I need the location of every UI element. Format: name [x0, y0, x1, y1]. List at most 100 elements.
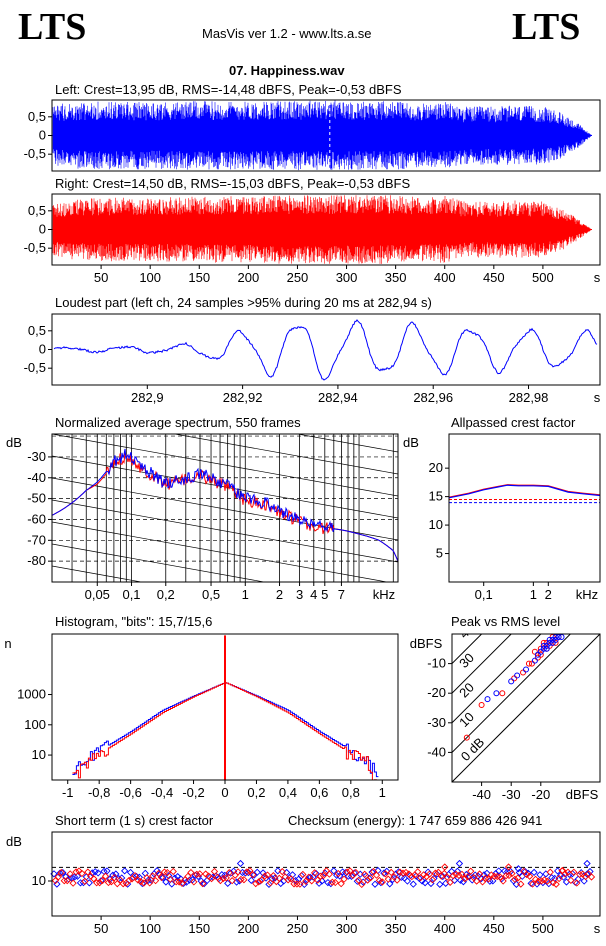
crest-point-right: [260, 872, 269, 880]
spectrum-slope-line: [52, 324, 398, 386]
loudest-part-title: Loudest part (left ch, 24 samples >95% d…: [55, 295, 432, 310]
peak-rms-chart: 40 30 20 10 0 dB dBFS -10 -20 -30 -40 -40 -30 -20 dBF…: [410, 634, 600, 802]
x-tick-label: -0,8: [88, 785, 110, 800]
peak-rms-point-right: [520, 669, 527, 676]
crest-point-left: [247, 876, 255, 884]
crest-point-right: [446, 878, 454, 887]
crest-point-left: [330, 867, 338, 875]
crest-point-right: [104, 878, 113, 887]
crest-outlier: [504, 863, 513, 871]
crest-point-right: [508, 869, 516, 878]
crest-point-right: [325, 870, 334, 878]
crest-point-right: [346, 867, 354, 875]
crest-point-right: [255, 878, 263, 886]
spectrum-chart: dB -30 -40 -50 -60 -70 -80 0,05 0,1 0,2 0,5 1 2 3 4 5 7 k…: [6, 302, 399, 602]
crest-point-right: [393, 876, 401, 884]
crest-point-right: [472, 877, 481, 885]
spectrum-slope-line: [52, 302, 398, 364]
crest-outlier: [514, 865, 523, 873]
y-tick-label: 10: [32, 747, 46, 762]
loudest-part-trace: [53, 319, 598, 381]
crest-point-right: [187, 868, 195, 877]
crest-point-right: [81, 877, 89, 886]
crest-point-right: [570, 868, 578, 876]
x-tick-label: 7: [338, 587, 345, 602]
y-tick-label: 0,5: [28, 323, 46, 338]
crest-point-right: [190, 878, 198, 886]
crest-point-right: [543, 877, 551, 885]
spectrum-slope-line: [295, 434, 398, 453]
y-tick-label: 0: [39, 128, 46, 143]
histogram-chart: n 1000 100 10 -1 -0,8 -0,6 -0,4 -0,2 0 0,2 0,4 0,6 0,…: [4, 635, 386, 800]
crest-point-right: [140, 879, 148, 887]
spectrum-slope-line: [172, 434, 398, 475]
crest-point-right: [219, 874, 227, 883]
right-waveform-title: Right: Crest=14,50 dB, RMS=-15,03 dBFS, …: [55, 176, 410, 191]
spectrum-slope-line: [52, 565, 144, 582]
crest-point-left: [498, 875, 506, 883]
peak-rms-diagonals: 40 30 20 10 0 dB: [452, 634, 600, 782]
crest-point-right: [372, 871, 381, 879]
crest-point-left: [126, 868, 135, 877]
x-tick-label: 0,1: [475, 587, 493, 602]
x-tick-label: 500: [532, 270, 554, 285]
x-tick-label: 250: [287, 921, 309, 936]
crest-point-right: [364, 876, 372, 884]
crest-point-right: [196, 870, 204, 878]
crest-point-right: [252, 879, 260, 888]
crest-point-left: [321, 869, 329, 877]
crest-point-left: [182, 878, 191, 886]
y-tick-label: -30: [427, 715, 446, 730]
crest-point-right: [576, 870, 584, 879]
crest-point-right: [60, 877, 68, 885]
crest-point-left: [79, 878, 88, 887]
crest-point-right: [458, 870, 466, 878]
y-axis-label: dB: [403, 435, 419, 450]
crest-point-right: [387, 868, 395, 877]
crest-point-right: [514, 874, 522, 882]
y-tick-label: 20: [429, 460, 443, 475]
crest-point-left: [274, 867, 282, 875]
crest-point-left: [159, 873, 167, 882]
file-name: 07. Happiness.wav: [229, 63, 345, 78]
x-tick-label: 282,98: [509, 390, 549, 405]
crest-point-right: [131, 872, 139, 880]
crest-point-right: [101, 872, 110, 880]
peak-rms-point-left: [493, 690, 500, 697]
crest-point-right: [210, 867, 219, 876]
crest-point-right: [302, 877, 310, 885]
crest-point-right: [555, 874, 563, 883]
y-tick-label: 0: [39, 342, 46, 357]
crest-point-right: [310, 869, 319, 877]
crest-point-right: [228, 877, 236, 885]
x-tick-label: -1: [62, 785, 74, 800]
x-tick-label: 350: [385, 921, 407, 936]
y-axis-label: dB: [6, 834, 22, 849]
peak-rms-point-right: [499, 690, 506, 697]
x-tick-label: 200: [238, 921, 260, 936]
crest-point-right: [110, 874, 118, 882]
crest-point-right: [328, 878, 336, 886]
crest-point-right: [163, 868, 172, 877]
crest-point-left: [224, 879, 232, 887]
short-term-chart: dB 10 50 100 150 200 250 300 350 400 450 500 s: [6, 834, 601, 936]
crest-point-left: [221, 871, 229, 879]
crest-outlier: [441, 863, 449, 871]
logo-left: LTS: [18, 6, 87, 48]
y-tick-label: 0,5: [28, 203, 46, 218]
crest-point-right: [54, 873, 63, 881]
y-tick-label: 5: [436, 546, 443, 561]
x-tick-label: -0,4: [151, 785, 173, 800]
x-tick-label: 2: [545, 587, 552, 602]
crest-point-right: [384, 875, 392, 883]
crest-point-left: [527, 879, 535, 888]
crest-point-right: [72, 868, 80, 876]
crest-point-right: [119, 880, 127, 888]
crest-point-right: [125, 876, 133, 885]
spectrum-slope-line: [52, 499, 398, 563]
crest-point-right: [313, 876, 322, 884]
y-tick-label: 10: [429, 517, 443, 532]
x-unit-label: s: [594, 921, 601, 936]
crest-point-right: [523, 870, 531, 879]
y-tick-label: 100: [24, 717, 46, 732]
